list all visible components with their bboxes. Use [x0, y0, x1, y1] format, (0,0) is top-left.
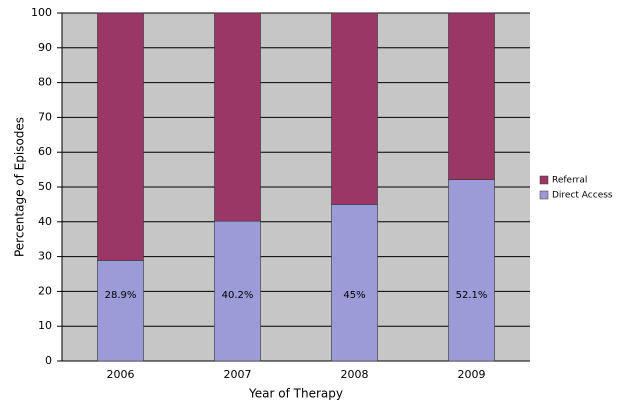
x-tick-label: 2008 [341, 368, 369, 381]
legend-label: Referral [552, 176, 587, 186]
legend-swatch [539, 190, 549, 200]
x-axis-title: Year of Therapy [248, 387, 343, 401]
x-tick-label: 2006 [107, 368, 135, 381]
x-tick-label: 2009 [458, 368, 486, 381]
legend-swatch [539, 175, 549, 185]
value-label: 28.9% [105, 290, 137, 301]
y-tick-label: 30 [38, 250, 52, 263]
bar-segment [448, 12, 495, 180]
y-tick-label: 20 [38, 284, 52, 297]
value-label: 40.2% [222, 290, 254, 301]
value-label: 52.1% [456, 290, 488, 301]
value-label: 45% [343, 290, 365, 301]
y-tick-label: 60 [38, 145, 52, 158]
bar-segment [214, 12, 261, 222]
y-tick-label: 40 [38, 215, 52, 228]
y-tick-label: 50 [38, 180, 52, 193]
y-tick-label: 0 [45, 354, 52, 367]
y-axis-title: Percentage of Episodes [13, 117, 27, 257]
legend-label: Direct Access [552, 191, 613, 201]
y-tick-label: 10 [38, 319, 52, 332]
bar-segment [97, 260, 144, 362]
y-tick-label: 70 [38, 110, 52, 123]
y-tick-label: 80 [38, 76, 52, 89]
bar-segment [97, 12, 144, 261]
bar-segment [331, 204, 378, 362]
y-tick-label: 90 [38, 41, 52, 54]
bar-segment [331, 12, 378, 205]
bar-segment [448, 179, 495, 362]
x-tick-label: 2007 [224, 368, 252, 381]
y-tick-label: 100 [31, 6, 52, 19]
bar-segment [214, 220, 261, 362]
